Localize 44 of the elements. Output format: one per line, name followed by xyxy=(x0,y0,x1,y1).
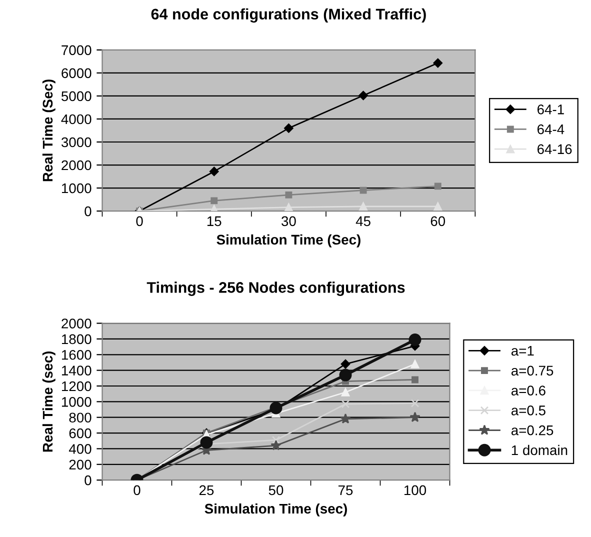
y-tick-label: 400 xyxy=(68,444,92,454)
x-tick-label: 75 xyxy=(338,485,353,496)
x-tick-label: 45 xyxy=(356,216,370,226)
y-tick-label: 800 xyxy=(69,412,92,423)
legend-label: 64-16 xyxy=(537,144,572,154)
x-tick-label: 30 xyxy=(282,216,296,226)
y-tick-label: 5000 xyxy=(61,91,92,102)
y-axis-title: Real Time (sec) xyxy=(42,352,56,452)
x-tick-label: 50 xyxy=(268,485,284,496)
y-tick-label: 600 xyxy=(69,428,92,438)
y-tick-label: 2000 xyxy=(62,318,92,328)
legend-label: a=0.25 xyxy=(511,425,554,436)
legend-label: a=0.5 xyxy=(511,406,546,416)
y-tick-label: 6000 xyxy=(62,68,92,78)
x-tick-label: 60 xyxy=(430,216,446,226)
x-axis-title: Simulation Time (Sec) xyxy=(216,234,360,248)
legend-label: 64-1 xyxy=(537,104,564,114)
x-tick-label: 15 xyxy=(207,216,222,226)
y-tick-label: 0 xyxy=(84,206,92,216)
legend-label: 64-4 xyxy=(537,124,564,134)
y-tick-label: 4000 xyxy=(61,114,92,124)
y-tick-label: 1200 xyxy=(62,381,92,392)
y-tick-label: 1000 xyxy=(62,397,92,407)
y-tick-label: 200 xyxy=(69,460,92,470)
legend-label: 1 domain xyxy=(512,444,568,456)
x-tick-label: 100 xyxy=(404,485,426,496)
y-tick-label: 3000 xyxy=(61,137,92,148)
chart-title: Timings - 256 Nodes configurations xyxy=(146,282,405,296)
x-tick-label: 0 xyxy=(136,216,143,226)
y-tick-label: 2000 xyxy=(62,160,92,170)
y-tick-label: 7000 xyxy=(62,45,92,56)
y-tick-label: 1000 xyxy=(62,183,92,194)
y-tick-label: 1800 xyxy=(62,334,92,344)
x-tick-label: 25 xyxy=(199,485,214,496)
x-axis-title: Simulation Time (sec) xyxy=(204,503,347,516)
y-tick-label: 1600 xyxy=(62,350,92,360)
legend-label: a=1 xyxy=(511,346,534,356)
x-tick-label: 0 xyxy=(134,485,140,496)
legend-label: a=0.75 xyxy=(511,366,554,376)
y-tick-label: 0 xyxy=(84,475,92,486)
chart-title: 64 node configurations (Mixed Traffic) xyxy=(151,8,426,23)
y-axis-title: Real Time (Sec) xyxy=(42,80,56,182)
y-tick-label: 1400 xyxy=(62,366,92,376)
legend-label: a=0.6 xyxy=(511,386,546,396)
